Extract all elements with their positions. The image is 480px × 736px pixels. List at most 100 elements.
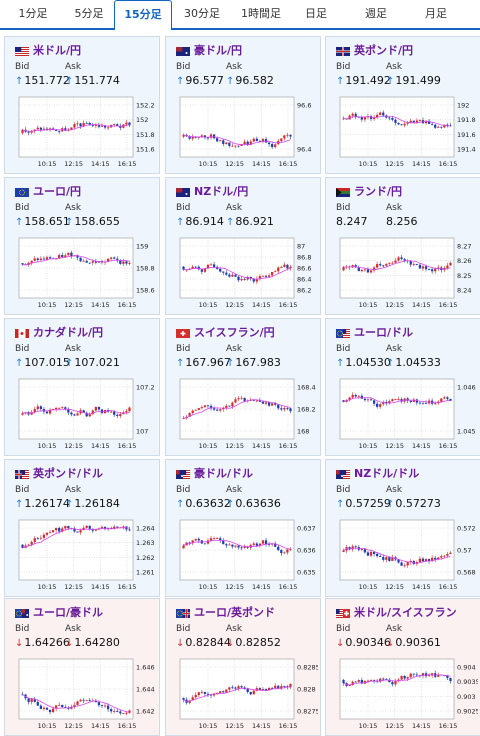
x-tick-label: 12:15 [385,583,404,591]
candlestick-chart[interactable]: 152.2 152 151.8 151.6 10:15 12:15 14:15 16:15 [9,95,157,171]
candle-body [91,125,94,127]
candle-body [219,140,222,142]
candle-body [182,545,185,549]
candlestick-chart[interactable]: 0.572 0.57 0.568 10:15 12:15 14:15 16:15 [330,518,478,594]
pair-title-link[interactable]: ユーロ/ドル [354,326,414,339]
candlestick-chart[interactable]: 107.2 107 10:15 12:15 14:15 16:15 [9,377,157,453]
candle-body [27,544,30,546]
candlestick-chart[interactable]: 1.646 1.644 1.642 10:15 12:15 14:15 16:15 [9,657,157,733]
tab-4[interactable]: 1時間足 [241,7,281,20]
candlestick-chart[interactable]: 87 86.8 86.6 86.4 86.2 10:15 12:15 14:15 16:15 [170,236,318,312]
candle-body [188,700,191,703]
candle-body [403,259,406,261]
pair-title-link[interactable]: ユーロ/豪ドル [33,606,104,619]
candle-body [206,137,210,139]
rate-panel[interactable]: スイスフラン/円 Bid Ask ↑167.967 ↑167.983 168.4 168.2… [165,318,321,456]
flag-icon [176,329,190,338]
candle-body [58,131,61,132]
candlestick-chart[interactable]: 1.264 1.263 1.262 1.261 10:15 12:15 14:15 16:15 [9,518,157,594]
candle-body [225,544,228,546]
tab-6[interactable]: 週足 [365,7,387,20]
candlestick-chart[interactable]: 0.637 0.636 0.635 10:15 12:15 14:15 16:15 [170,518,318,594]
candle-body [237,545,240,548]
candle-body [415,399,418,403]
candle-body [354,394,357,397]
rate-panel[interactable]: ユーロ/英ポンド Bid Ask ↓0.82844 ↓0.82852 0.8285 0.82… [165,598,321,736]
pair-title-link[interactable]: ユーロ/英ポンド [194,606,276,619]
candle-body [376,403,379,407]
rate-panel[interactable]: ランド/円 Bid Ask 8.247 8.256 8.27 8.26 8.25 8.24 10:… [325,177,480,315]
candlestick-chart[interactable]: 159 158.8 158.6 10:15 12:15 14:15 16:15 [9,236,157,312]
rate-panel[interactable]: NZドル/ドル Bid Ask ↑0.57259 ↑0.57273 0.572 0.57 0.… [325,459,480,597]
candle-body [277,685,280,689]
candle-body [219,409,222,411]
candle-body [382,265,385,267]
pair-title-link[interactable]: 英ポンド/円 [354,44,414,57]
tab-0[interactable]: 1分足 [18,7,48,20]
pair-title-link[interactable]: 豪ドル/ドル [194,467,254,480]
candle-body [209,405,213,409]
candle-body [252,690,255,695]
bid-label: Bid [176,344,191,354]
candle-body [100,409,104,414]
bid-price-value: 96.577 [185,74,224,87]
rate-panel[interactable]: 米ドル/スイスフラン Bid Ask ↓0.90346 ↓0.90361 0.904 0.9… [325,598,480,736]
candlestick-chart[interactable]: 8.27 8.26 8.25 8.24 10:15 12:15 14:15 16:15 [330,236,478,312]
rate-panel[interactable]: NZドル/円 Bid Ask ↑86.914 ↑86.921 87 86.8 86.6 86.4… [165,177,321,315]
tab-3[interactable]: 30分足 [184,7,220,20]
candle-body [234,399,237,403]
pair-title-link[interactable]: スイスフラン/円 [194,326,275,339]
pair-title-link[interactable]: 英ポンド/ドル [33,467,104,480]
pair-title-link[interactable]: ユーロ/円 [33,185,82,198]
pair-title-link[interactable]: カナダドル/円 [33,326,104,339]
candlestick-chart[interactable]: 168.4 168.2 168 10:15 12:15 14:15 16:15 [170,377,318,453]
candle-body [443,124,446,128]
candlestick-chart[interactable]: 0.904 0.9035 0.903 0.9025 10:15 12:15 14:15 16:… [330,657,478,733]
tab-2[interactable]: 15分足 [114,0,172,30]
x-tick-label: 10:15 [359,583,378,591]
flag-icon [176,188,190,197]
pair-title-link[interactable]: NZドル/円 [194,185,249,198]
candlestick-chart[interactable]: 1.046 1.045 10:15 12:15 14:15 16:15 [330,377,478,453]
candlestick-chart[interactable]: 192 191.8 191.6 191.4 10:15 12:15 14:15 16:15 [330,95,478,171]
rate-panel[interactable]: 英ポンド/円 Bid Ask ↑191.492 ↑191.499 192 191.8 191.… [325,36,480,174]
rate-panel[interactable]: 英ポンド/ドル Bid Ask ↑1.26174 ↑1.26184 1.264 1.263 1… [4,459,160,597]
rate-panel[interactable]: ユーロ/円 Bid Ask ↑158.651 ↑158.655 159 158.8 158.6… [4,177,160,315]
candle-body [255,400,258,402]
tab-5[interactable]: 日足 [305,7,327,20]
candle-body [283,135,286,139]
ask-price-value: 0.82852 [235,636,281,649]
x-tick-label: 10:15 [199,583,218,591]
candle-body [206,540,210,544]
candle-body [197,692,200,696]
up-arrow-icon: ↑ [65,499,74,510]
pair-title-link[interactable]: 豪ドル/円 [194,44,243,57]
y-tick-label: 1.646 [136,664,155,672]
rate-panel[interactable]: 豪ドル/ドル Bid Ask ↑0.63632 ↑0.63636 0.637 0.636 0.… [165,459,321,597]
tab-7[interactable]: 月足 [425,7,447,20]
candle-body [412,560,415,564]
pair-title-link[interactable]: 米ドル/円 [33,44,82,57]
bid-price: ↑158.651 [15,215,70,228]
candle-body [391,682,394,685]
pair-title-link[interactable]: NZドル/ドル [354,467,420,480]
rate-panel[interactable]: 豪ドル/円 Bid Ask ↑96.577 ↑96.582 96.6 96.4 10:15 12… [165,36,321,174]
candle-body [228,544,231,546]
pair-title-link[interactable]: ランド/円 [354,185,403,198]
candle-body [394,681,397,685]
candle-body [113,411,116,415]
pair-title-link[interactable]: 米ドル/スイスフラン [354,606,457,619]
bid-price: 8.247 [336,215,368,228]
rate-panel[interactable]: 米ドル/円 Bid Ask ↑151.772 ↑151.774 152.2 152 151.8… [4,36,160,174]
y-tick-label: 151.6 [136,146,155,154]
candle-body [212,264,216,267]
tab-1[interactable]: 5分足 [74,7,104,20]
rate-panel[interactable]: ユーロ/豪ドル Bid Ask ↓1.64266 ↓1.64280 1.646 1.644 1… [4,598,160,736]
ask-price: ↑158.655 [65,215,120,228]
rate-panel[interactable]: ユーロ/ドル Bid Ask ↑1.04530 ↑1.04533 1.046 1.045 10… [325,318,480,456]
candlestick-chart[interactable]: 96.6 96.4 10:15 12:15 14:15 16:15 [170,95,318,171]
candlestick-chart[interactable]: 0.8285 0.828 0.8275 10:15 12:15 14:15 16:15 [170,657,318,733]
candle-body [61,255,64,257]
rate-panel[interactable]: カナダドル/円 Bid Ask ↑107.015 ↑107.021 107.2 107 10:… [4,318,160,456]
bid-label: Bid [336,344,351,354]
